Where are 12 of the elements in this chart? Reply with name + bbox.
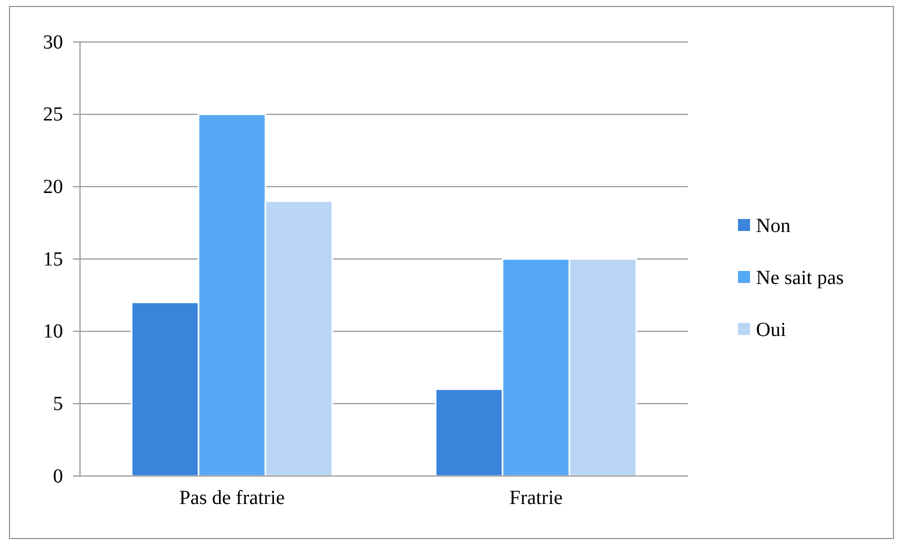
- legend-label: Ne sait pas: [756, 267, 844, 289]
- y-tick-label: 0: [53, 465, 63, 488]
- x-tick-label: Fratrie: [509, 487, 563, 510]
- y-tick-label: 5: [53, 393, 63, 416]
- legend-label: Non: [756, 215, 790, 237]
- y-tick-label: 10: [43, 320, 63, 343]
- x-tick-label: Pas de fratrie: [179, 487, 285, 510]
- y-tick-label: 20: [43, 176, 63, 198]
- y-tick-label: 30: [43, 31, 63, 54]
- y-tick-label: 15: [43, 248, 63, 270]
- legend-label: Oui: [756, 319, 786, 341]
- y-tick-label: 25: [43, 104, 63, 126]
